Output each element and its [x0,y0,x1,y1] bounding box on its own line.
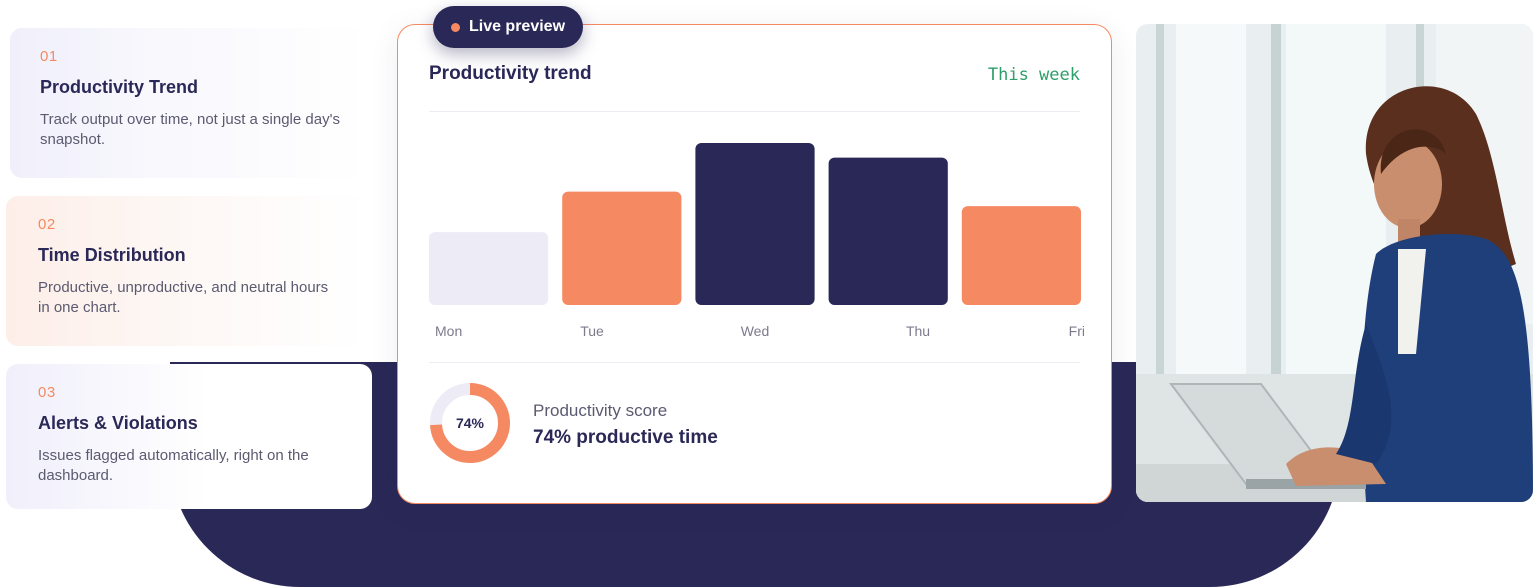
x-tick-label: Mon [435,323,462,339]
x-tick-label: Fri [1069,323,1085,339]
feature-description: Issues flagged automatically, right on t… [38,447,309,484]
productivity-donut [430,383,510,463]
x-tick-label: Thu [906,323,930,339]
feature-card-alerts-violations[interactable]: 03 Alerts & Violations Issues flagged au… [6,364,372,509]
feature-number: 03 [38,384,56,401]
score-label: Productivity score [533,401,668,420]
x-tick-label: Wed [741,323,770,339]
bar-thu [828,157,948,305]
productivity-bar-chart: Mon Tue Wed Thu Fri [429,125,1085,345]
bar-tue [562,191,682,305]
woman-laptop-photo [1136,24,1533,502]
feature-description: Track output over time, not just a singl… [40,111,340,148]
feature-number: 02 [38,216,56,233]
feature-card-productivity-trend[interactable]: 01 Productivity Trend Track output over … [10,28,370,178]
donut-percent-label: 74% [455,415,485,431]
donut-progress-arc [430,383,510,463]
score-value: 74% productive time [533,427,718,448]
feature-card-time-distribution[interactable]: 02 Time Distribution Productive, unprodu… [6,196,366,346]
divider [429,362,1080,363]
card-title: Productivity trend [429,63,592,84]
live-preview-badge: Live preview [433,6,583,48]
bar-mon [429,232,549,305]
date-range-label[interactable]: This week [987,65,1080,85]
bar-fri [961,206,1081,305]
productivity-preview-card: Productivity trend This week Mon Tue Wed Th… [397,24,1112,504]
photo-illustration [1136,24,1533,502]
feature-title: Productivity Trend [40,77,199,97]
divider [429,111,1080,112]
bar-chart-svg: Mon Tue Wed Thu Fri [429,143,1085,339]
live-preview-label: Live preview [468,18,566,35]
feature-description: Productive, unproductive, and neutral ho… [38,279,329,316]
live-dot-icon [450,22,460,32]
feature-title: Time Distribution [38,245,186,265]
feature-number: 01 [40,48,58,65]
feature-title: Alerts & Violations [38,413,198,433]
bar-wed [695,143,815,305]
x-tick-label: Tue [580,323,604,339]
